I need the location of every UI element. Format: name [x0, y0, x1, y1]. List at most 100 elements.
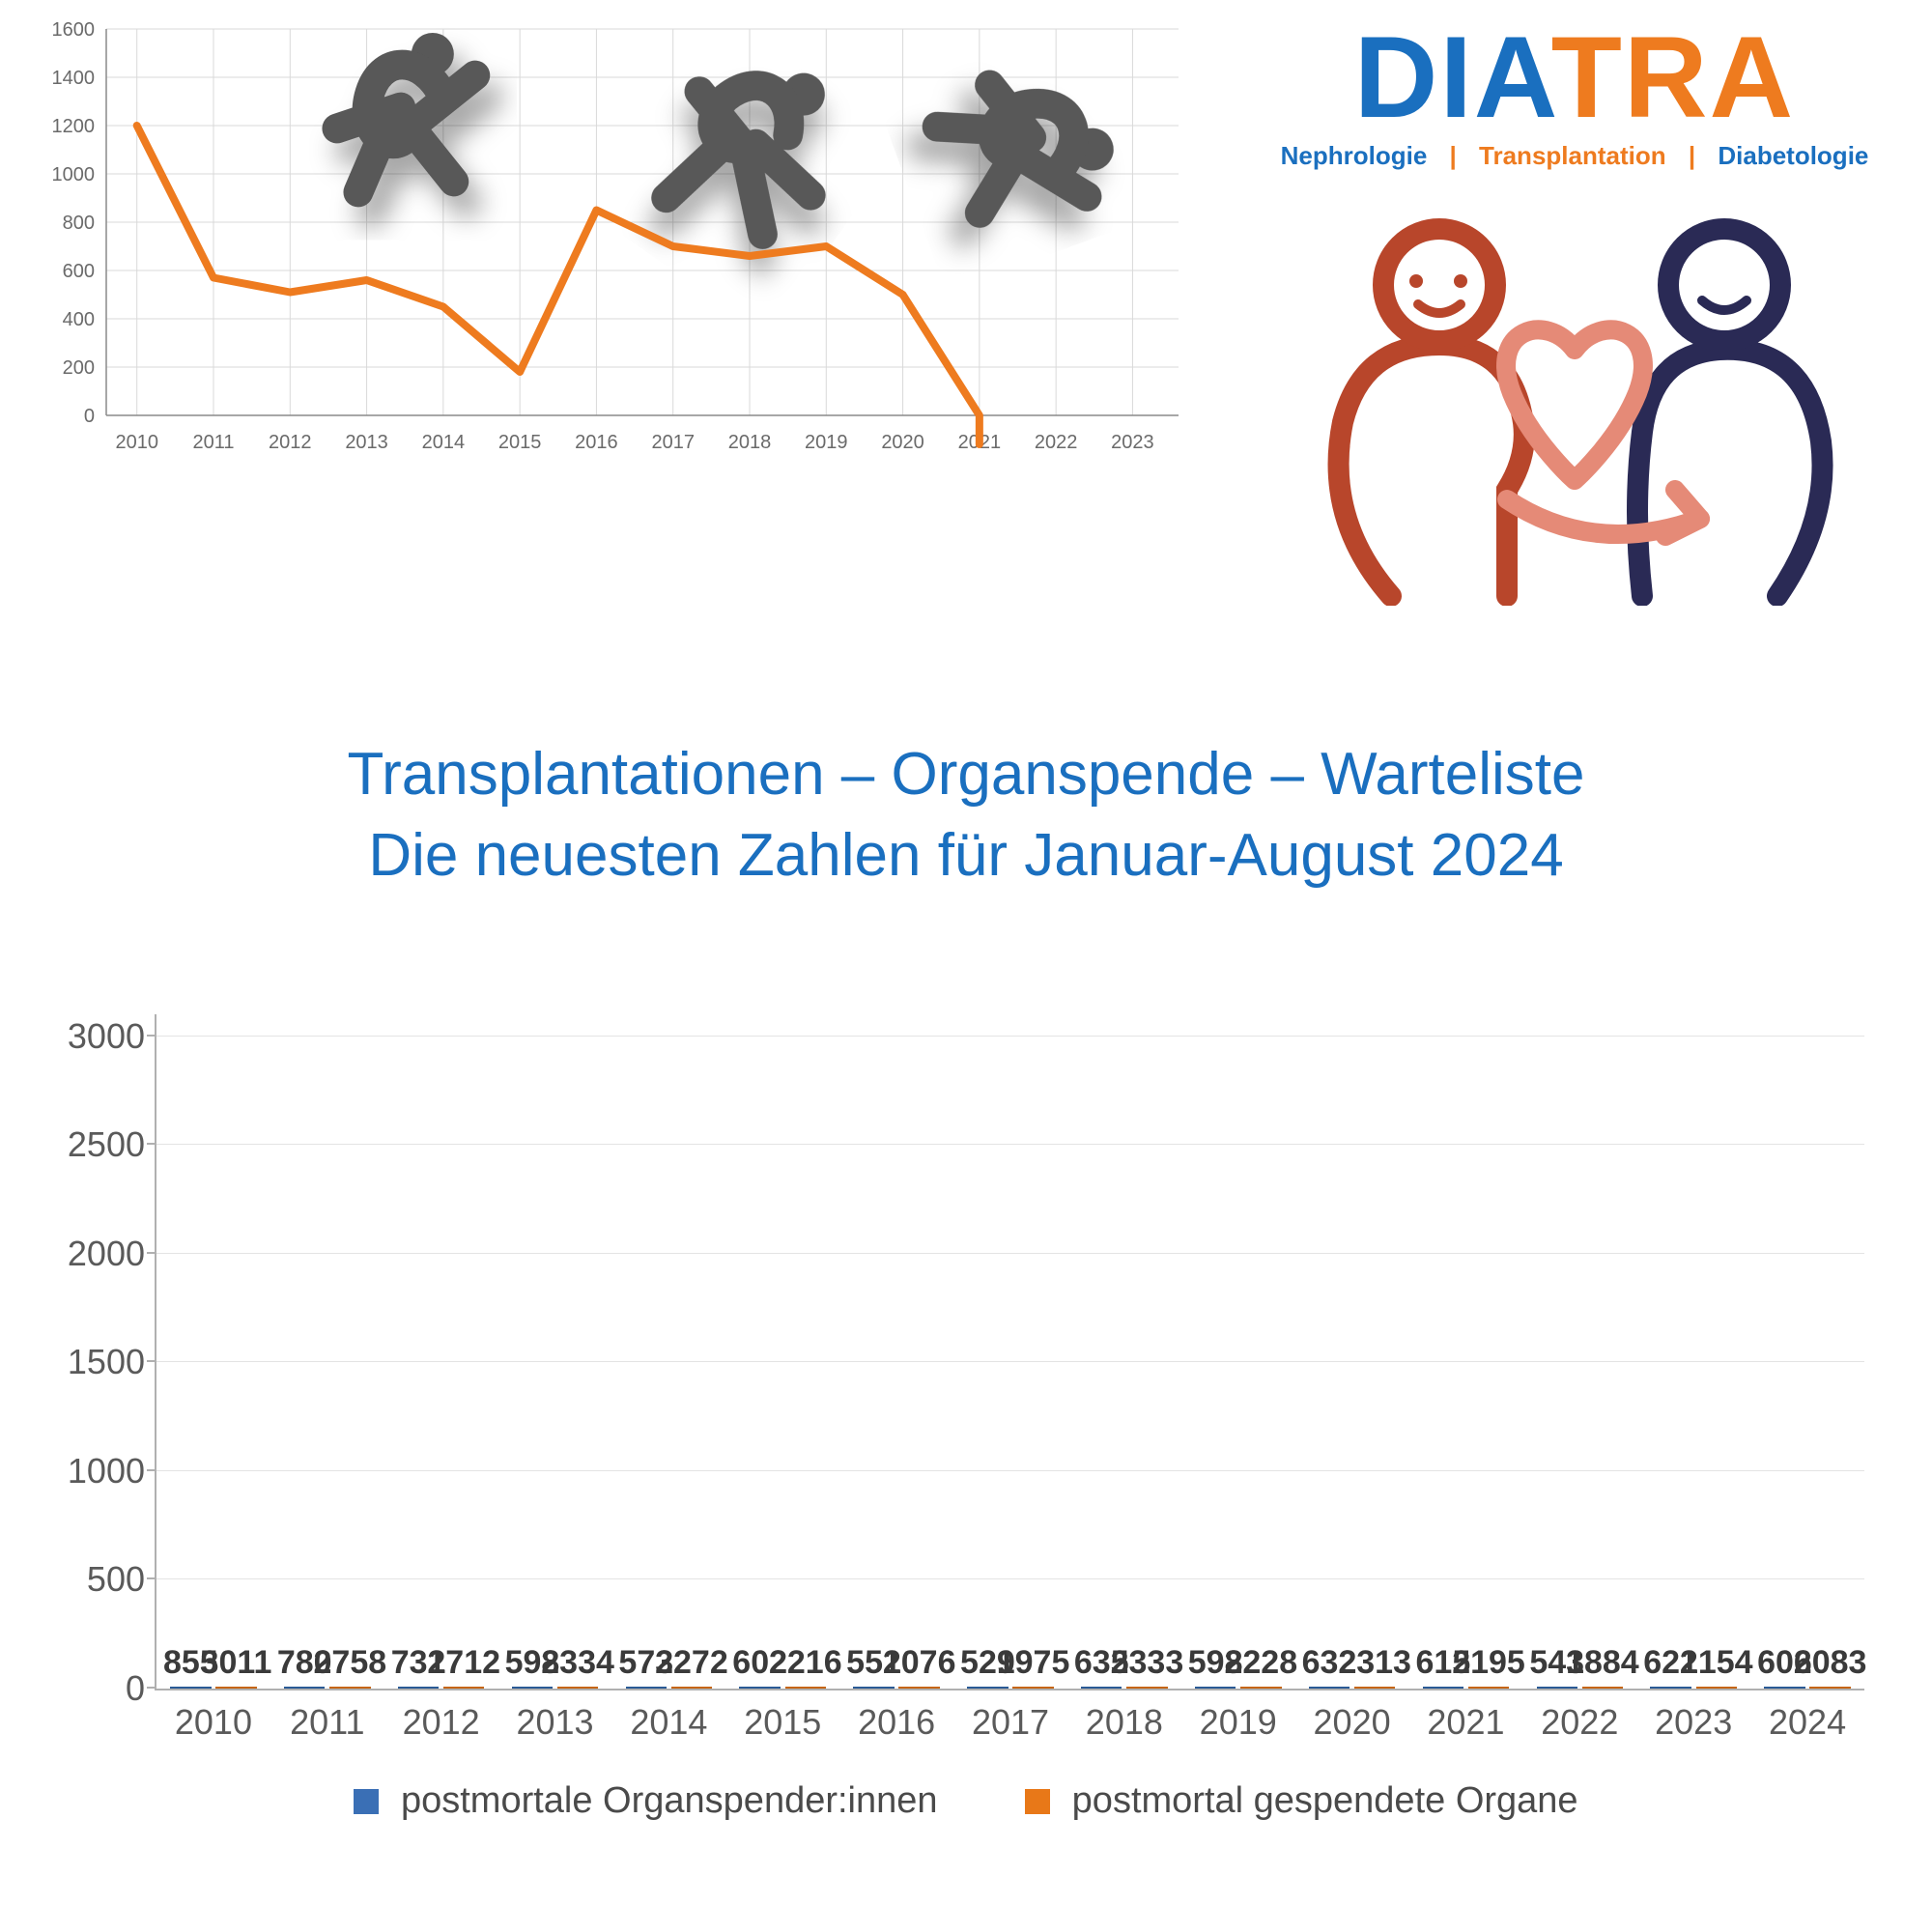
- bar-gridline: [156, 1470, 1864, 1471]
- logo-sep-1: |: [1450, 141, 1457, 170]
- bar-organs: 2083: [1809, 1687, 1850, 1689]
- bar-gridline: [156, 1361, 1864, 1362]
- bar-x-label: 2015: [725, 1702, 839, 1743]
- headline: Transplantationen – Organspende – Wartel…: [0, 734, 1932, 895]
- bar-x-label: 2019: [1181, 1702, 1295, 1743]
- logo-sub-trans: Transplantation: [1479, 141, 1666, 170]
- svg-text:2011: 2011: [192, 432, 234, 453]
- headline-line1: Transplantationen – Organspende – Wartel…: [348, 741, 1585, 808]
- legend-swatch-blue: [354, 1789, 379, 1814]
- bar-value-label: 2712: [427, 1644, 500, 1682]
- line-chart-svg: 0200400600800100012001400160020102011201…: [39, 19, 1198, 464]
- svg-text:200: 200: [63, 357, 95, 379]
- bar-value-label: 2334: [541, 1644, 614, 1682]
- bar-value-label: 2076: [883, 1644, 956, 1682]
- bar-x-label: 2017: [953, 1702, 1067, 1743]
- bar-donors: 602: [739, 1687, 780, 1689]
- bar-organs: 2154: [1696, 1687, 1737, 1689]
- bar-organs: 3011: [215, 1687, 256, 1689]
- bar-x-label: 2013: [498, 1702, 612, 1743]
- diatra-subtitle: Nephrologie | Transplantation | Diabetol…: [1256, 141, 1893, 171]
- bar-x-label: 2016: [839, 1702, 953, 1743]
- bar-y-tick: [147, 1469, 156, 1471]
- bar-donors: 573: [626, 1687, 667, 1689]
- svg-text:2013: 2013: [345, 432, 388, 453]
- bar-y-tick: [147, 1360, 156, 1362]
- bar-x-label: 2010: [156, 1702, 270, 1743]
- bar-y-label: 1000: [68, 1451, 156, 1492]
- bar-value-label: 2216: [769, 1644, 842, 1682]
- logo-text-dia: DIA: [1354, 13, 1551, 142]
- bar-y-tick: [147, 1252, 156, 1254]
- bar-x-label: 2014: [611, 1702, 725, 1743]
- bar-organs: 2195: [1468, 1687, 1509, 1689]
- logo-text-tra: TRA: [1551, 13, 1796, 142]
- headline-line2: Die neuesten Zahlen für Januar-August 20…: [368, 822, 1563, 889]
- bar-value-label: 1884: [1566, 1644, 1639, 1682]
- bar-organs: 1884: [1582, 1687, 1623, 1689]
- bar-value-label: 3011: [201, 1644, 272, 1682]
- svg-text:2015: 2015: [498, 432, 542, 453]
- svg-text:2017: 2017: [651, 432, 695, 453]
- legend-item-organs: postmortal gespendete Organe: [1025, 1780, 1577, 1822]
- bar-y-label: 2000: [68, 1234, 156, 1274]
- svg-text:1200: 1200: [52, 116, 96, 137]
- bar-organs: 2313: [1354, 1687, 1395, 1689]
- bar-organs: 2228: [1240, 1687, 1281, 1689]
- bar-organs: 2333: [1126, 1687, 1167, 1689]
- bar-donors: 635: [1081, 1687, 1122, 1689]
- bar-chart-plot: 0500100015002000250030008553011201078027…: [155, 1014, 1864, 1690]
- svg-text:2018: 2018: [728, 432, 772, 453]
- bar-y-tick: [147, 1687, 156, 1689]
- bar-y-tick: [147, 1143, 156, 1145]
- bar-value-label: 2313: [1338, 1644, 1411, 1682]
- svg-text:2022: 2022: [1035, 432, 1078, 453]
- svg-text:600: 600: [63, 261, 95, 282]
- bar-donors: 731: [398, 1687, 439, 1689]
- legend-item-donors: postmortale Organspender:innen: [354, 1780, 937, 1822]
- bar-donors: 598: [512, 1687, 553, 1689]
- bar-x-label: 2018: [1067, 1702, 1181, 1743]
- bar-gridline: [156, 1578, 1864, 1579]
- bar-organs: 1975: [1012, 1687, 1053, 1689]
- bar-y-tick: [147, 1577, 156, 1579]
- bar-value-label: 2333: [1111, 1644, 1184, 1682]
- svg-text:1000: 1000: [52, 164, 96, 185]
- svg-text:2019: 2019: [805, 432, 848, 453]
- bar-x-label: 2020: [1295, 1702, 1409, 1743]
- diatra-wordmark: DIATRA: [1256, 19, 1893, 135]
- bar-donors: 598: [1195, 1687, 1236, 1689]
- bar-donors: 615: [1423, 1687, 1463, 1689]
- bar-organs: 2712: [443, 1687, 484, 1689]
- bar-donors: 855: [170, 1687, 211, 1689]
- svg-text:2012: 2012: [269, 432, 312, 453]
- bar-donors: 543: [1537, 1687, 1577, 1689]
- bar-x-label: 2024: [1750, 1702, 1864, 1743]
- bar-chart: 0500100015002000250030008553011201078027…: [48, 985, 1884, 1816]
- diatra-logo-block: DIATRA Nephrologie | Transplantation | D…: [1256, 19, 1893, 611]
- logo-sub-diab: Diabetologie: [1718, 141, 1868, 170]
- legend-label-organs: postmortal gespendete Organe: [1072, 1780, 1578, 1821]
- people-heart-icon: [1285, 200, 1864, 606]
- svg-text:1600: 1600: [52, 19, 96, 41]
- bar-value-label: 2154: [1680, 1644, 1753, 1682]
- logo-sep-2: |: [1689, 141, 1695, 170]
- legend-swatch-orange: [1025, 1789, 1050, 1814]
- bar-organs: 2076: [898, 1687, 939, 1689]
- bar-x-label: 2011: [270, 1702, 384, 1743]
- svg-text:0: 0: [84, 406, 95, 427]
- bar-y-label: 2500: [68, 1124, 156, 1165]
- bar-organs: 2334: [557, 1687, 598, 1689]
- bar-y-tick: [147, 1035, 156, 1037]
- bar-organs: 2272: [671, 1687, 712, 1689]
- bar-value-label: 2228: [1224, 1644, 1297, 1682]
- bar-donors: 621: [1650, 1687, 1690, 1689]
- bar-x-label: 2021: [1409, 1702, 1523, 1743]
- svg-text:2016: 2016: [575, 432, 618, 453]
- bar-gridline: [156, 1253, 1864, 1254]
- svg-text:2010: 2010: [115, 432, 158, 453]
- legend-label-donors: postmortale Organspender:innen: [401, 1780, 938, 1821]
- bar-donors: 606: [1764, 1687, 1804, 1689]
- bar-value-label: 2195: [1452, 1644, 1525, 1682]
- svg-text:2023: 2023: [1111, 432, 1154, 453]
